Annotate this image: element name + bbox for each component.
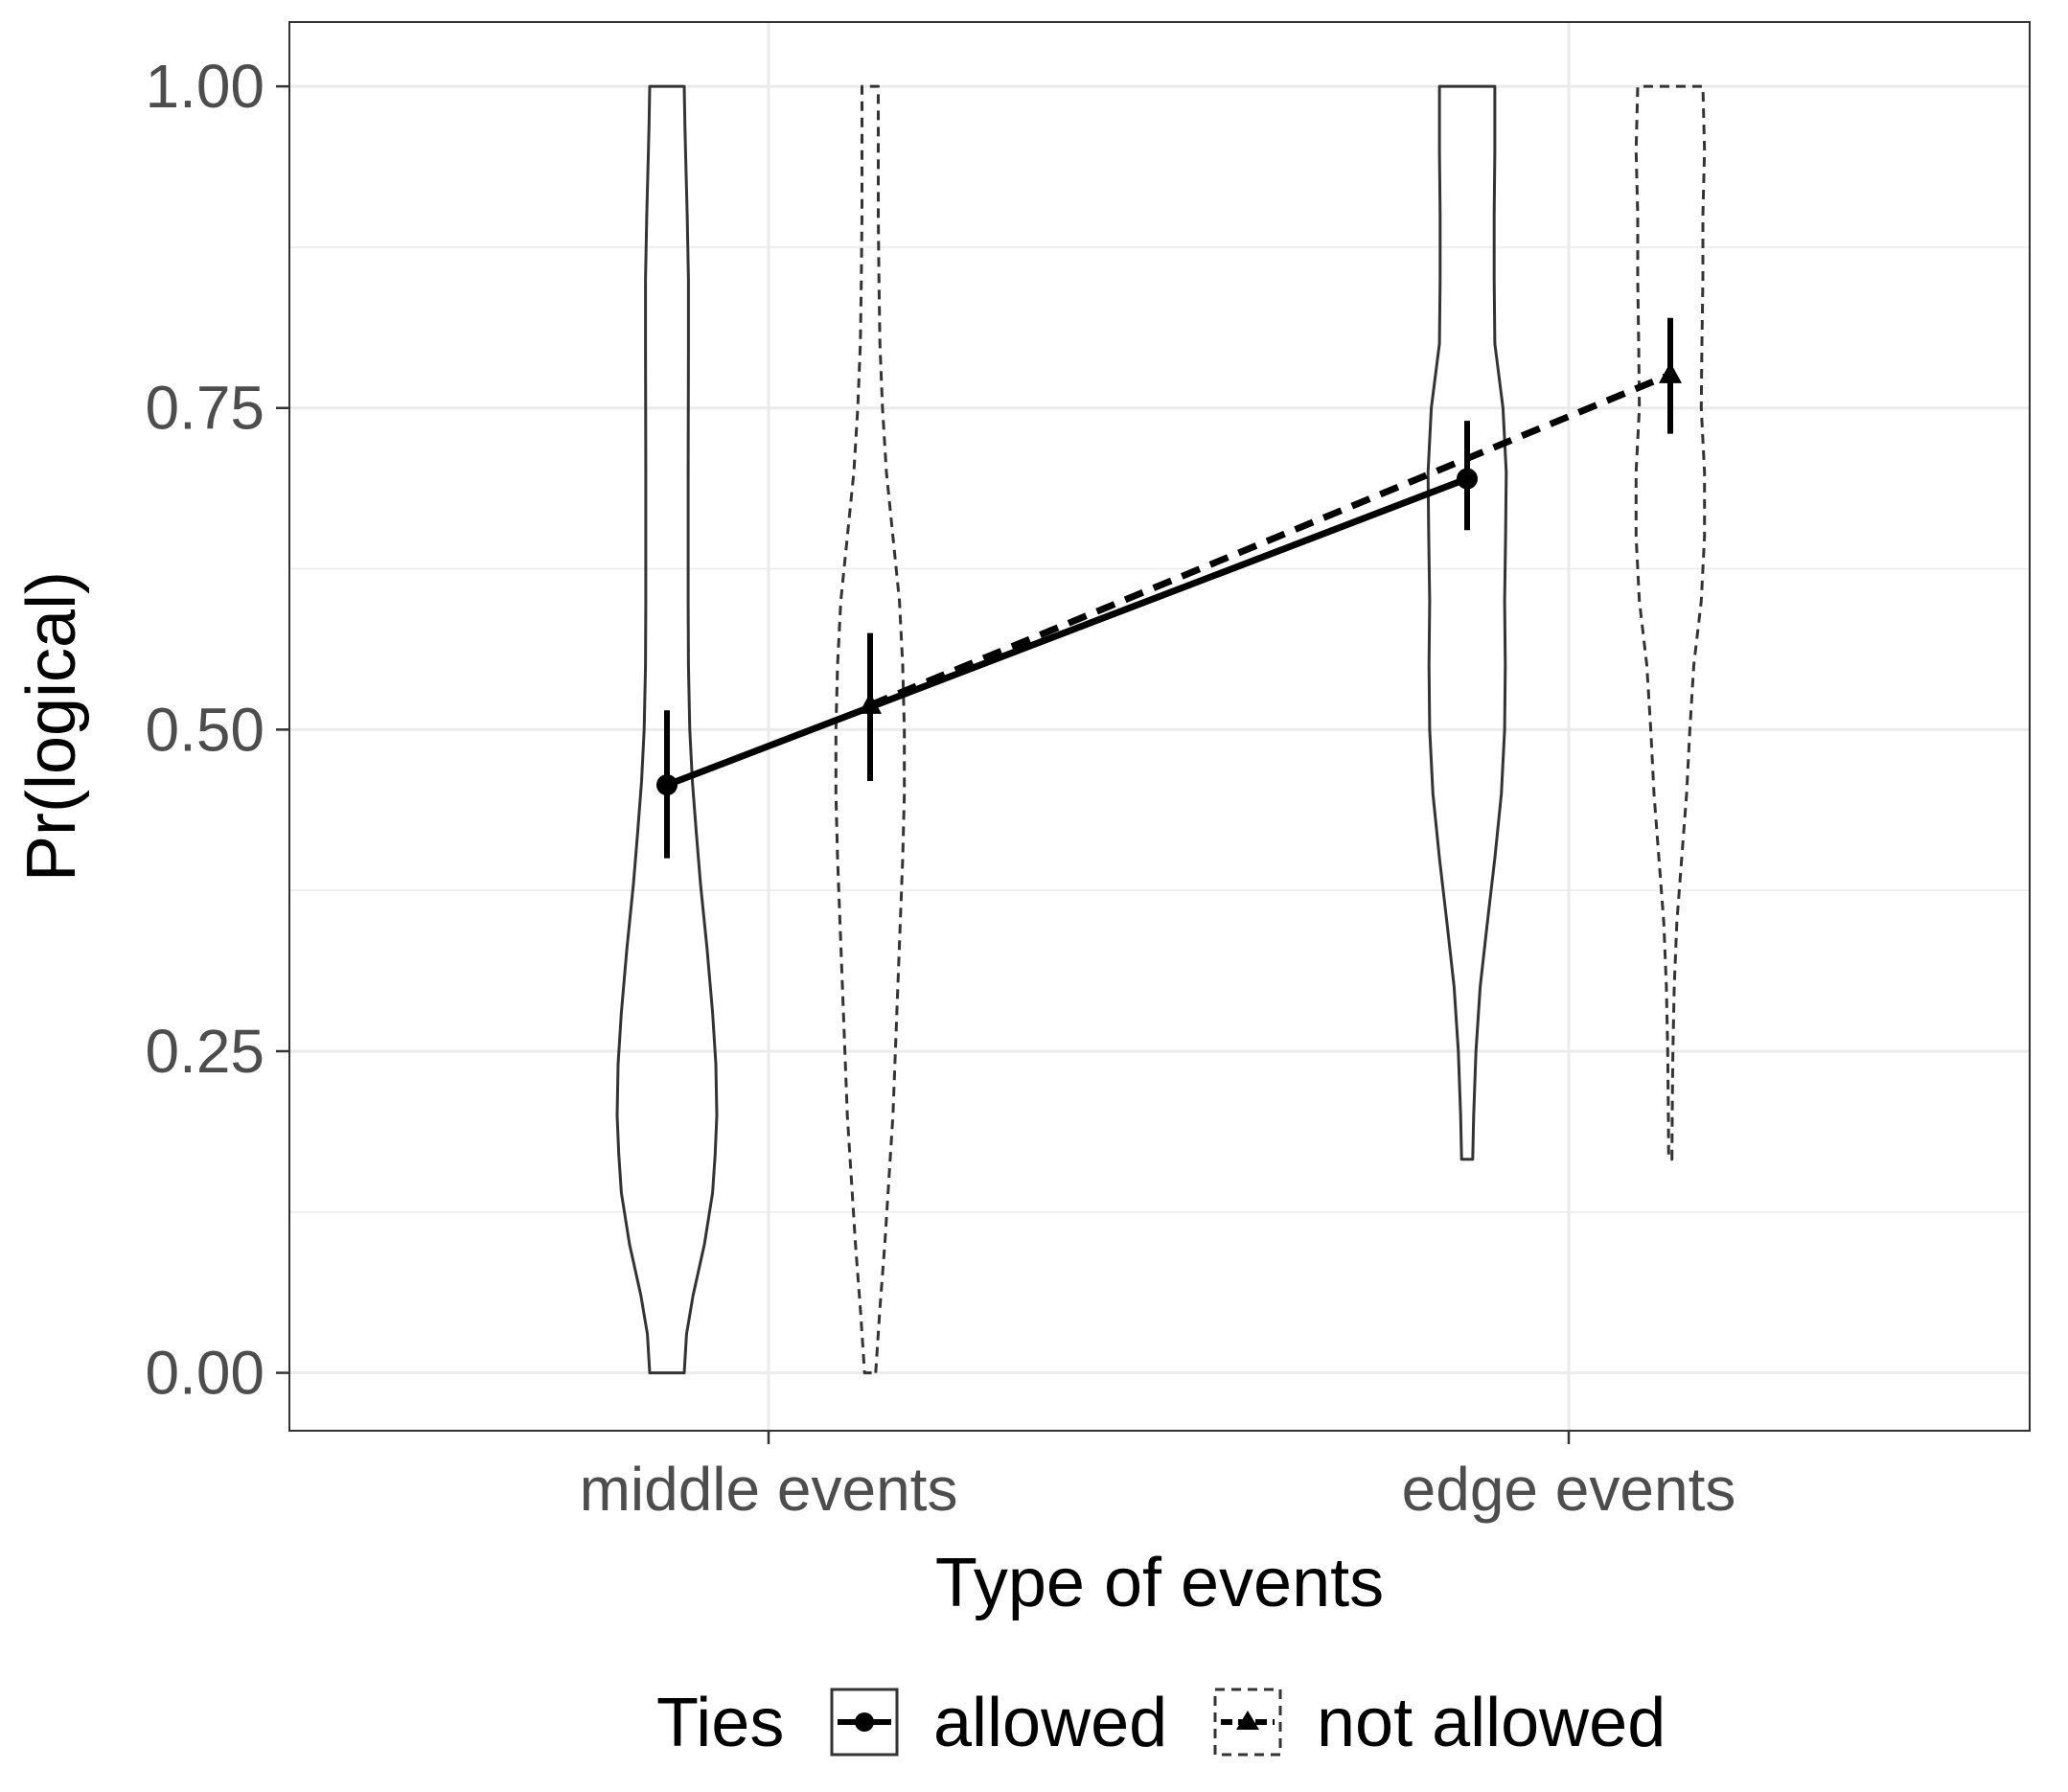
- violin-circle: [1426, 84, 1508, 1161]
- violin-circle: [615, 84, 719, 1375]
- x-tick-label: middle events: [580, 1455, 958, 1524]
- y-axis: 0.00 0.25 0.50 0.75 1.00: [145, 52, 289, 1408]
- x-axis-title: Type of events: [935, 1545, 1384, 1621]
- series-lines: [665, 371, 1672, 789]
- legend-key-not-allowed: [1213, 1688, 1282, 1757]
- y-tick-label: 0.00: [145, 1339, 264, 1408]
- series-line-circle: [665, 475, 1469, 789]
- point-circle: [1457, 468, 1478, 490]
- y-tick-label: 0.50: [145, 695, 264, 764]
- points: [656, 361, 1682, 796]
- legend-title: Ties: [656, 1685, 784, 1761]
- violin-triangle: [834, 84, 907, 1375]
- legend-key-box: [830, 1688, 899, 1757]
- legend-label-not-allowed: not allowed: [1317, 1685, 1666, 1761]
- y-tick-label: 1.00: [145, 52, 264, 121]
- y-tick-label: 0.75: [145, 374, 264, 443]
- point-triangle: [1659, 361, 1682, 383]
- legend-label-allowed: allowed: [933, 1685, 1167, 1761]
- series-line-triangle: [868, 371, 1672, 709]
- x-axis: middle events edge events: [580, 1431, 1736, 1524]
- legend-key-allowed: [830, 1688, 899, 1757]
- legend: Ties allowed not allowed: [656, 1685, 1666, 1761]
- point-circle: [656, 774, 678, 796]
- violins: [615, 84, 1707, 1375]
- legend-key-triangle: [1236, 1711, 1259, 1730]
- grid: [289, 22, 2030, 1431]
- x-tick-label: edge events: [1402, 1455, 1736, 1524]
- legend-key-circle: [855, 1712, 874, 1732]
- y-tick-label: 0.25: [145, 1017, 264, 1086]
- panel-border: [288, 21, 2031, 1432]
- y-axis-title: Pr(logical): [13, 571, 90, 882]
- legend-key-box: [1213, 1688, 1282, 1757]
- point-triangle: [859, 692, 882, 714]
- violin-triangle: [1634, 84, 1707, 1161]
